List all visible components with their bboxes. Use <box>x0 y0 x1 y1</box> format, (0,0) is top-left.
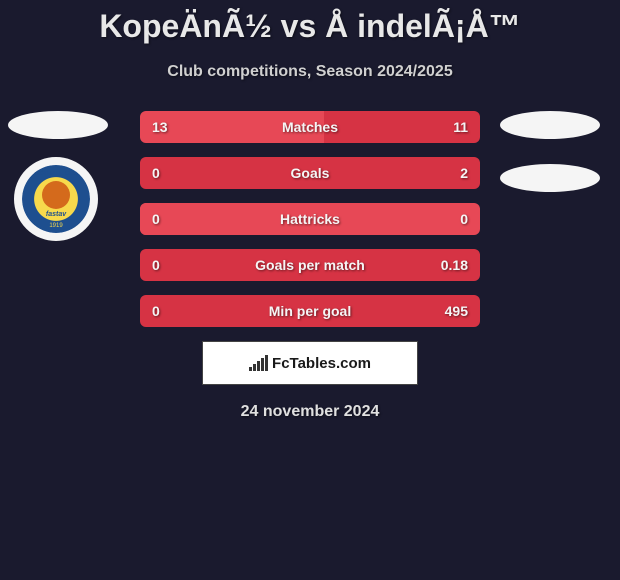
stat-left-value: 0 <box>152 211 160 227</box>
stats-container: FOOTBALL CLUB fastav 1919 13 11 Matches 0 2 G… <box>0 111 620 327</box>
stat-right-value: 11 <box>453 119 468 135</box>
stat-left-value: 0 <box>152 303 160 319</box>
stat-bar: 0 2 Goals <box>140 157 480 189</box>
footer-brand-box: FcTables.com <box>202 341 418 385</box>
footer-logo: FcTables.com <box>249 355 371 372</box>
stat-label: Goals per match <box>255 257 365 273</box>
stat-label: Min per goal <box>269 303 351 319</box>
footer-brand-text: FcTables.com <box>272 355 371 372</box>
date-text: 24 november 2024 <box>0 403 620 421</box>
left-column: FOOTBALL CLUB fastav 1919 <box>8 111 118 241</box>
stat-left-value: 0 <box>152 165 160 181</box>
badge-middle-text: fastav <box>46 211 66 218</box>
stat-right-value: 495 <box>445 303 468 319</box>
badge-ball-icon <box>42 181 70 209</box>
player-placeholder-left-1 <box>8 111 108 139</box>
stat-right-value: 2 <box>460 165 468 181</box>
right-column <box>500 111 610 210</box>
stat-left-value: 0 <box>152 257 160 273</box>
stat-label: Matches <box>282 119 338 135</box>
stat-bar: 0 495 Min per goal <box>140 295 480 327</box>
stat-label: Goals <box>291 165 330 181</box>
player-placeholder-right-1 <box>500 111 600 139</box>
stat-bar: 0 0 Hattricks <box>140 203 480 235</box>
stat-right-value: 0.18 <box>441 257 468 273</box>
player-placeholder-right-2 <box>500 164 600 192</box>
stat-label: Hattricks <box>280 211 340 227</box>
stat-right-value: 0 <box>460 211 468 227</box>
badge-top-text: FOOTBALL CLUB <box>22 171 90 177</box>
stats-bars: 13 11 Matches 0 2 Goals 0 0 Hattricks 0 0.18 Goals … <box>140 111 480 327</box>
footer-bars-icon <box>249 355 268 371</box>
stat-bar: 0 0.18 Goals per match <box>140 249 480 281</box>
stat-bar: 13 11 Matches <box>140 111 480 143</box>
subtitle: Club competitions, Season 2024/2025 <box>0 63 620 81</box>
stat-left-value: 13 <box>152 119 168 135</box>
club-badge: FOOTBALL CLUB fastav 1919 <box>14 157 98 241</box>
badge-year: 1919 <box>49 223 62 229</box>
page-title: KopeÄnÃ½ vs Å indelÃ¡Å™ <box>0 0 620 45</box>
